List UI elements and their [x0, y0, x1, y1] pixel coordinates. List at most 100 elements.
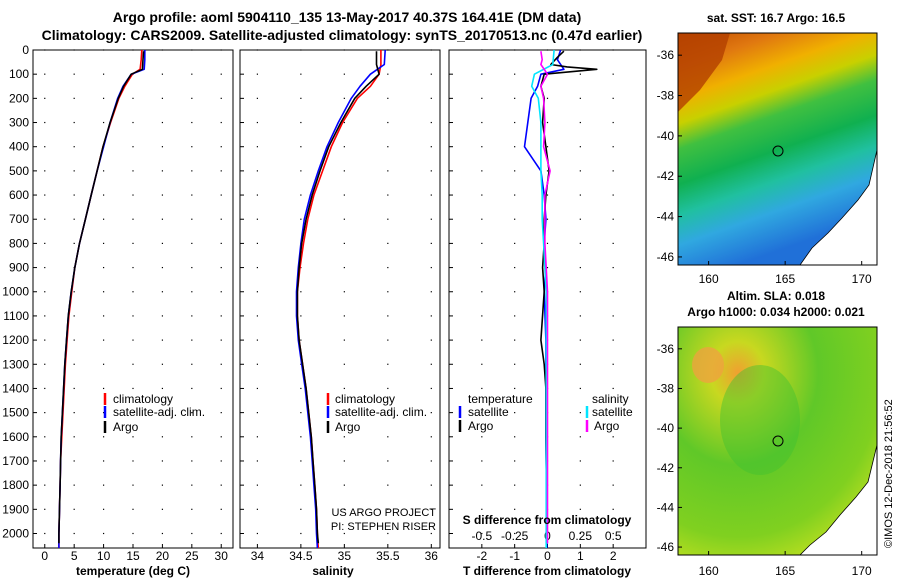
depth-tick-label: 1900 [2, 502, 29, 516]
legend-climatology-label: climatology [335, 392, 395, 406]
sla-title-line1: Altim. SLA: 0.018 [727, 289, 825, 303]
grid-dot [612, 436, 614, 438]
grid-dot [102, 242, 105, 244]
grid-dot [430, 532, 432, 535]
grid-dot [343, 218, 345, 220]
grid-dot [430, 97, 432, 99]
grid-dot [343, 121, 345, 124]
depth-tick-label: 1000 [2, 285, 29, 299]
grid-dot [387, 121, 389, 124]
grid-dot [256, 291, 258, 293]
salinity-tick-labels: 34 34.5 35 35.5 36 [251, 549, 439, 563]
difference-panel: -2 -1 0 1 2 -0.5 -0.25 0 0.25 0.5 T difference f… [448, 49, 647, 578]
x-tick-label: 34 [251, 549, 265, 563]
depth-tick-label: 900 [9, 261, 29, 275]
grid-dot [430, 146, 432, 148]
grid-dot [481, 97, 483, 99]
grid-dot [44, 73, 46, 75]
grid-dot [220, 532, 222, 535]
grid-dot [161, 121, 164, 124]
grid-dot [514, 121, 516, 124]
grid-dot [387, 49, 389, 51]
grid-dot [102, 170, 105, 172]
x-tick-label: 25 [185, 549, 199, 563]
grid-dot [579, 484, 581, 486]
grid-dot [612, 484, 614, 486]
grid-dot [387, 339, 389, 341]
grid-dot [44, 146, 46, 148]
lat-tick-label: -44 [657, 500, 675, 514]
grid-dot [612, 412, 614, 414]
grid-dot [514, 508, 516, 510]
grid-dot [612, 266, 614, 269]
grid-dot [514, 170, 516, 172]
salinity-panel: 34 34.5 35 35.5 36 salinity climatology sate… [239, 49, 441, 578]
grid-dot [73, 97, 75, 99]
salinity-plot-frame [239, 49, 441, 549]
grid-dot [300, 266, 302, 269]
grid-dot [430, 436, 432, 438]
x-tick-label: 5 [71, 549, 78, 563]
grid-dot [191, 412, 193, 414]
grid-dot [387, 484, 389, 486]
grid-dot [300, 194, 302, 196]
grid-dot [579, 532, 581, 535]
grid-dot [102, 315, 105, 317]
legend-argo-label: Argo [113, 420, 139, 434]
grid-dot [343, 508, 345, 510]
series-line-satellite-adj-clim- [58, 50, 146, 548]
depth-tick-label: 2000 [2, 526, 29, 540]
grid-dot [161, 315, 164, 317]
grid-dot [430, 218, 432, 220]
series-line-satellite-adj-clim- [295, 49, 386, 549]
grid-dot [514, 291, 516, 293]
lon-tick-label: 165 [775, 564, 795, 578]
lat-tick-label: -36 [657, 342, 675, 356]
x-tick-label: -2 [476, 549, 487, 563]
grid-dot [191, 73, 193, 75]
grid-dot [579, 97, 581, 99]
depth-tick-label: 1300 [2, 357, 29, 371]
grid-dot [256, 194, 258, 196]
grid-dot [256, 460, 258, 462]
argo-position-marker [772, 145, 784, 157]
grid-dot [44, 484, 46, 486]
grid-dot [481, 339, 483, 341]
x-tick-label: 2 [610, 549, 617, 563]
x-tick-label: 0 [41, 549, 48, 563]
grid-dot [44, 508, 46, 510]
grid-dot [161, 387, 164, 390]
grid-dot [546, 218, 549, 220]
grid-dot [256, 121, 258, 124]
grid-dot [256, 532, 258, 535]
grid-dot [430, 363, 432, 365]
grid-dot [579, 291, 581, 293]
grid-dot [612, 49, 614, 51]
lat-tick-label: -46 [657, 250, 675, 264]
grid-dot [481, 218, 483, 220]
grid-dot [256, 339, 258, 341]
grid-dot [191, 436, 193, 438]
grid-dot [220, 339, 222, 341]
salinity-grid [240, 49, 432, 548]
grid-dot [343, 412, 345, 414]
depth-tick-label: 1600 [2, 430, 29, 444]
grid-dot [481, 242, 483, 244]
grid-dot [44, 363, 46, 365]
grid-dot [579, 146, 581, 148]
temperature-grid [33, 49, 222, 548]
s-tick-label: 0.25 [569, 529, 593, 543]
grid-dot [430, 266, 432, 269]
grid-dot [612, 291, 614, 293]
depth-tick-label: 0 [22, 43, 29, 57]
grid-dot [220, 315, 222, 317]
depth-tick-label: 1800 [2, 478, 29, 492]
grid-dot [546, 170, 549, 172]
grid-dot [73, 363, 75, 365]
grid-dot [387, 412, 389, 414]
grid-dot [579, 73, 581, 75]
sst-map-panel: sat. SST: 16.7 Argo: 16.5 160 165 170 -36-… [657, 11, 878, 286]
grid-dot [430, 73, 432, 75]
figure-title-line2: Climatology: CARS2009. Satellite-adjuste… [42, 27, 643, 43]
x-tick-label: 15 [126, 549, 140, 563]
